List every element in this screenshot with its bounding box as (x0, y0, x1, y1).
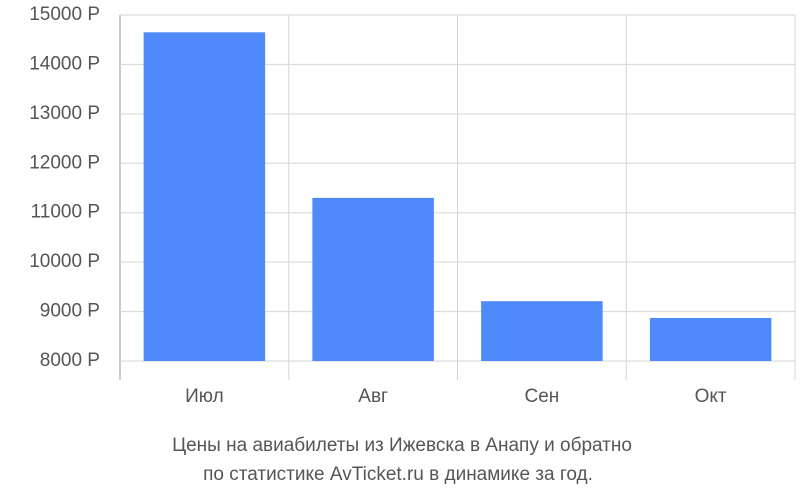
y-tick-label: 15000 Р (29, 4, 100, 25)
y-tick-label: 11000 Р (31, 202, 100, 223)
y-tick-label: 14000 Р (29, 53, 100, 74)
chart-caption: Цены на авиабилеты из Ижевска в Анапу и … (172, 435, 632, 456)
x-tick-label: Авг (358, 386, 388, 407)
bar (143, 32, 266, 362)
bar (312, 197, 434, 361)
bar (481, 301, 603, 361)
x-tick-label: Июл (185, 386, 224, 407)
y-tick-label: 13000 Р (29, 103, 100, 124)
y-tick-label: 9000 Р (40, 301, 100, 322)
x-tick-label: Окт (695, 386, 727, 407)
bar (649, 317, 772, 361)
chart-caption: по статистике AvTicket.ru в динамике за … (203, 464, 593, 485)
y-tick-label: 12000 Р (29, 152, 100, 173)
x-tick-label: Сен (524, 386, 559, 407)
y-tick-label: 8000 Р (40, 350, 100, 371)
y-tick-label: 10000 Р (29, 251, 100, 272)
